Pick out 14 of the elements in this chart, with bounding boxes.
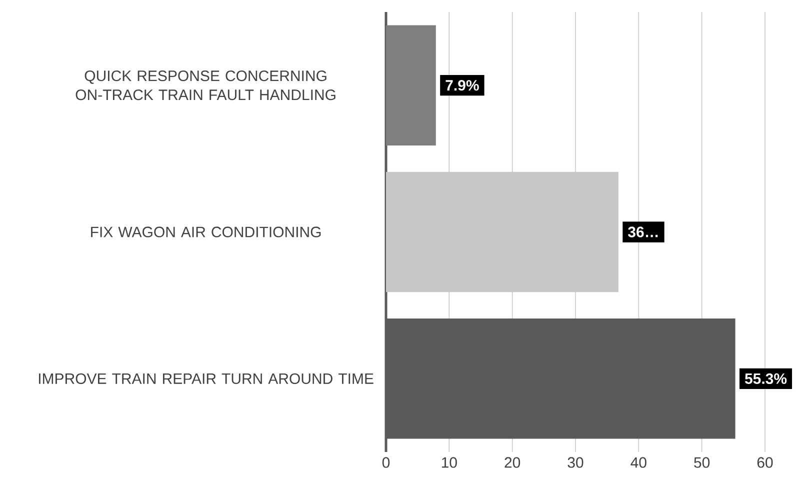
- y-tick-label: FIX WAGON AIR CONDITIONING: [91, 226, 321, 238]
- data-label: 7.9%: [446, 80, 479, 91]
- x-tick-label: 10: [442, 457, 457, 468]
- x-tick-label: 40: [630, 457, 646, 468]
- x-tick-label: 30: [568, 457, 584, 468]
- x-tick-label: 60: [757, 457, 773, 468]
- x-tick-label: 0: [382, 457, 390, 468]
- x-tick-label: 50: [694, 457, 710, 468]
- y-tick-label: QUICK RESPONSE CONCERNING ON-TRACK TRAIN FAULT HANDLING: [76, 70, 336, 100]
- y-tick-label: IMPROVE TRAIN REPAIR TURN AROUND TIME: [38, 373, 374, 384]
- x-tick-label: 20: [504, 457, 520, 468]
- bar: [386, 25, 436, 146]
- data-label: 36…: [628, 226, 658, 238]
- data-label: 55.3%: [744, 373, 787, 384]
